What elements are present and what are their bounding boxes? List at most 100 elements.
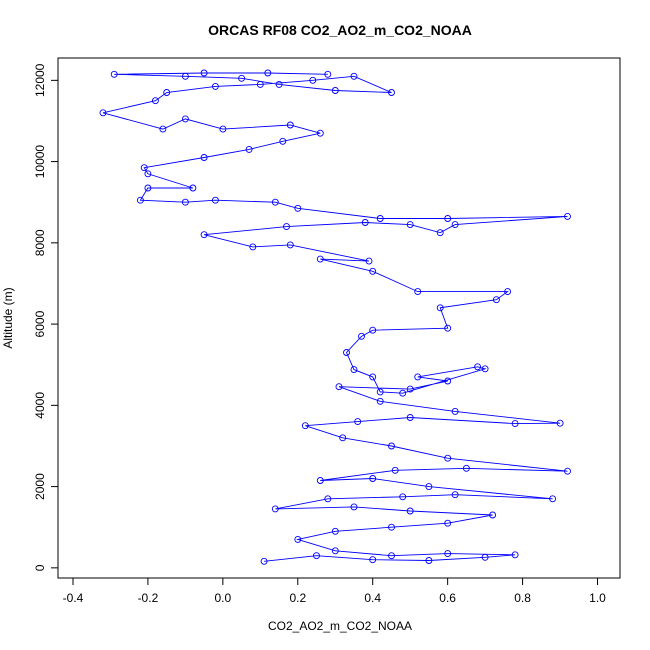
x-tick-label: 0.6 bbox=[439, 591, 456, 605]
data-point bbox=[313, 552, 320, 560]
data-point bbox=[331, 527, 339, 535]
data-point bbox=[324, 495, 332, 503]
data-point bbox=[294, 535, 302, 543]
plot-frame bbox=[57, 57, 621, 579]
x-tick-label: 0.0 bbox=[215, 591, 232, 605]
data-point bbox=[511, 420, 519, 428]
data-point bbox=[376, 215, 384, 222]
data-point bbox=[279, 137, 287, 145]
x-tick-label: 0.2 bbox=[289, 591, 306, 605]
y-tick-label: 2000 bbox=[33, 473, 47, 500]
x-tick-label: 0.8 bbox=[514, 591, 531, 605]
data-point bbox=[301, 422, 309, 430]
data-point bbox=[444, 550, 452, 558]
data-point bbox=[361, 219, 369, 226]
data-point bbox=[369, 556, 377, 564]
data-point bbox=[136, 196, 144, 204]
data-point bbox=[110, 70, 118, 78]
data-point bbox=[339, 434, 347, 442]
data-point bbox=[200, 231, 208, 239]
data-point bbox=[350, 503, 358, 511]
data-point bbox=[414, 288, 422, 296]
data-point bbox=[444, 454, 452, 462]
data-point bbox=[181, 115, 189, 123]
data-point bbox=[492, 296, 500, 304]
x-axis: -0.4 -0.2 0.0 0.2 0.4 0.6 0.8 1.0 bbox=[63, 577, 606, 605]
data-point bbox=[369, 373, 377, 381]
data-point bbox=[271, 198, 279, 206]
data-point bbox=[256, 80, 264, 88]
data-point bbox=[564, 467, 571, 475]
data-point bbox=[388, 523, 395, 531]
data-point bbox=[140, 164, 148, 172]
y-tick-label: 8000 bbox=[33, 229, 47, 256]
data-point bbox=[331, 87, 339, 94]
data-point bbox=[376, 388, 384, 396]
x-tick-label: -0.2 bbox=[138, 591, 159, 605]
data-point bbox=[211, 196, 219, 204]
x-axis-label: CO2_AO2_m_CO2_NOAA bbox=[268, 619, 412, 633]
data-point bbox=[406, 507, 414, 515]
data-point bbox=[391, 466, 399, 474]
y-tick-label: 4000 bbox=[33, 392, 47, 419]
data-point bbox=[444, 377, 452, 385]
data-point bbox=[369, 267, 377, 275]
data-point bbox=[238, 74, 246, 82]
data-point bbox=[286, 121, 294, 129]
data-point bbox=[436, 304, 444, 312]
data-point bbox=[406, 221, 414, 229]
data-point bbox=[294, 204, 302, 212]
data-point bbox=[451, 491, 459, 499]
data-point bbox=[144, 170, 152, 178]
data-point bbox=[200, 154, 208, 161]
y-tick-label: 10000 bbox=[33, 145, 47, 179]
data-point bbox=[444, 324, 452, 332]
data-point bbox=[181, 198, 189, 206]
data-point bbox=[444, 215, 452, 222]
data-point bbox=[549, 495, 557, 503]
data-point bbox=[504, 288, 512, 296]
data-point bbox=[369, 475, 377, 482]
data-point bbox=[316, 255, 324, 263]
data-point bbox=[406, 414, 414, 421]
data-point bbox=[481, 365, 489, 373]
data-point bbox=[444, 519, 452, 527]
data-point bbox=[564, 212, 571, 220]
data-point bbox=[369, 326, 377, 334]
data-point bbox=[354, 418, 362, 426]
data-point bbox=[399, 389, 407, 397]
data-point bbox=[350, 72, 358, 80]
x-tick-label: -0.4 bbox=[63, 591, 84, 605]
data-point bbox=[159, 125, 167, 133]
y-axis: 0 2000 4000 6000 8000 10000 12000 bbox=[33, 63, 59, 571]
data-point bbox=[260, 557, 268, 565]
data-point bbox=[462, 464, 470, 472]
data-point bbox=[249, 243, 257, 251]
data-point bbox=[436, 229, 444, 237]
data-point bbox=[271, 505, 279, 513]
y-tick-label: 12000 bbox=[33, 63, 47, 97]
y-axis-label: Altitude (m) bbox=[1, 287, 15, 348]
data-point bbox=[343, 349, 350, 356]
data-point bbox=[511, 551, 519, 559]
data-point bbox=[245, 145, 253, 153]
data-point bbox=[163, 89, 171, 96]
data-point bbox=[399, 493, 407, 501]
chart-title: ORCAS RF08 CO2_AO2_m_CO2_NOAA bbox=[208, 22, 472, 38]
data-point bbox=[324, 70, 332, 78]
data-point bbox=[189, 184, 197, 192]
data-point bbox=[414, 373, 422, 381]
data-point bbox=[474, 363, 482, 371]
data-point bbox=[275, 80, 283, 88]
data-point bbox=[219, 125, 227, 133]
data-point bbox=[489, 511, 497, 519]
x-tick-label: 0.4 bbox=[364, 591, 381, 605]
data-point bbox=[316, 477, 324, 484]
data-point bbox=[144, 184, 152, 192]
data-point bbox=[335, 383, 343, 391]
data-point bbox=[556, 419, 564, 427]
data-point bbox=[99, 109, 107, 117]
data-point bbox=[358, 332, 365, 340]
data-point bbox=[151, 97, 159, 105]
